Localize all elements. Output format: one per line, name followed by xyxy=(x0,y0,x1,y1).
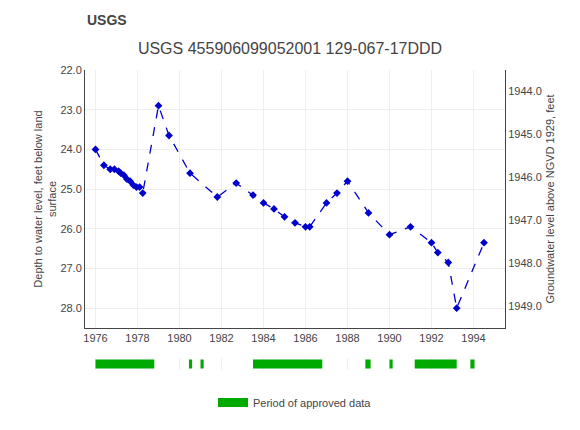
svg-text:25.0: 25.0 xyxy=(60,183,81,195)
svg-text:USGS 455906099052001 129-067-1: USGS 455906099052001 129-067-17DDD xyxy=(138,40,442,57)
svg-text:1949.0: 1949.0 xyxy=(508,300,542,312)
svg-text:23.0: 23.0 xyxy=(60,104,81,116)
svg-text:Groundwater level above NGVD 1: Groundwater level above NGVD 1929, feet xyxy=(544,94,556,303)
svg-text:27.0: 27.0 xyxy=(60,262,81,274)
svg-text:1948.0: 1948.0 xyxy=(508,257,542,269)
svg-text:1980: 1980 xyxy=(167,332,191,344)
svg-text:1945.0: 1945.0 xyxy=(508,128,542,140)
svg-text:1984: 1984 xyxy=(251,332,275,344)
svg-text:28.0: 28.0 xyxy=(60,302,81,314)
svg-text:22.0: 22.0 xyxy=(60,64,81,76)
svg-text:1946.0: 1946.0 xyxy=(508,171,542,183)
svg-text:Depth to water level, feet bel: Depth to water level, feet below landsur… xyxy=(32,110,58,287)
svg-text:1986: 1986 xyxy=(293,332,317,344)
svg-text:USGS: USGS xyxy=(87,12,127,28)
svg-text:1978: 1978 xyxy=(125,332,149,344)
svg-text:1988: 1988 xyxy=(335,332,359,344)
svg-text:1982: 1982 xyxy=(209,332,233,344)
svg-text:1944.0: 1944.0 xyxy=(508,85,542,97)
svg-text:1992: 1992 xyxy=(419,332,443,344)
svg-text:26.0: 26.0 xyxy=(60,223,81,235)
svg-text:Period of approved data: Period of approved data xyxy=(253,397,371,409)
svg-text:1947.0: 1947.0 xyxy=(508,214,542,226)
svg-text:1976: 1976 xyxy=(83,332,107,344)
svg-text:1994: 1994 xyxy=(461,332,485,344)
svg-text:1990: 1990 xyxy=(377,332,401,344)
svg-text:24.0: 24.0 xyxy=(60,143,81,155)
